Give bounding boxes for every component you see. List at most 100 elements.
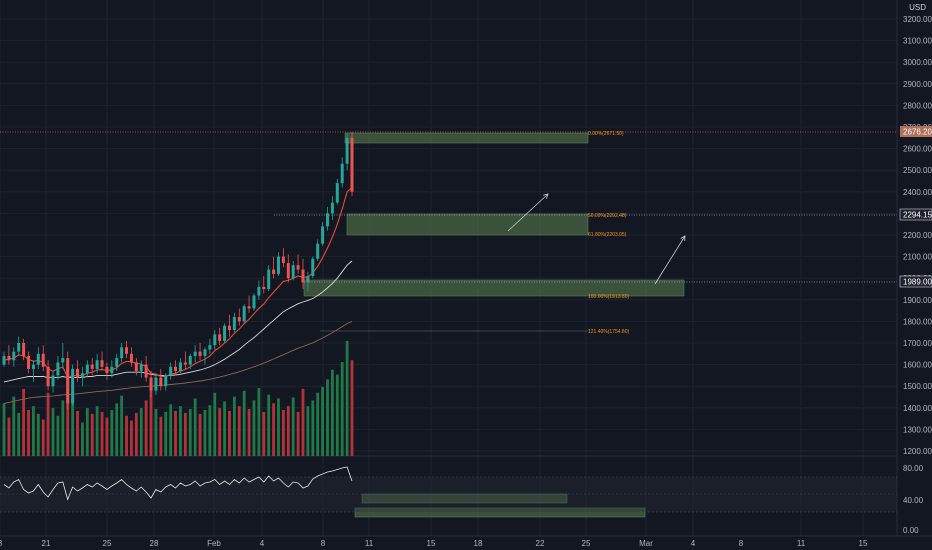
level-1989-label: 1989.00 — [903, 278, 932, 287]
candle-body — [237, 317, 241, 322]
candle-body — [325, 213, 329, 227]
price-tick-label: 3200.00 — [903, 15, 932, 24]
grid — [0, 0, 898, 536]
candle-body — [340, 163, 344, 184]
candle-body — [247, 306, 251, 309]
support-resistance-zones[interactable] — [0, 131, 897, 518]
candle-body — [252, 295, 256, 309]
candle-body — [76, 368, 80, 378]
fibonacci-levels[interactable]: 0.00%(2671.50) 50.00%(2292.48) 61.80%(22… — [588, 131, 629, 335]
rsi-axis: 80.00 40.00 0.00 — [903, 464, 924, 535]
time-axis[interactable]: 8 21 25 28 Feb 4 8 11 15 18 22 25 Mar 4 8 11 15 — [0, 535, 932, 548]
projection-arrow-2 — [654, 235, 686, 285]
time-tick-label: 4 — [691, 539, 696, 548]
candle-body — [105, 366, 109, 374]
projection-arrow-1-head — [543, 193, 549, 199]
candle-body — [31, 364, 35, 369]
candle-body — [100, 360, 104, 367]
volume-bar — [345, 341, 349, 456]
volume-bar — [154, 409, 158, 456]
moving-averages — [3, 187, 353, 404]
candle-body — [188, 355, 192, 365]
candle-body — [257, 286, 261, 296]
candle-body — [164, 375, 168, 387]
time-tick-label: 21 — [42, 539, 51, 548]
volume-bar — [262, 411, 266, 456]
candle-body — [80, 373, 84, 378]
candle-body — [262, 286, 266, 289]
candle-body — [85, 364, 89, 374]
time-tick-label: 8 — [0, 539, 3, 548]
volume-bar — [326, 379, 329, 456]
candle-body — [159, 377, 163, 387]
price-tick-label: 2500.00 — [903, 166, 932, 175]
volume-bar — [46, 392, 50, 456]
volume-bar — [76, 410, 79, 456]
candle-body — [120, 347, 124, 359]
projection-arrow-1 — [507, 193, 549, 232]
volume-bar — [2, 403, 6, 456]
volume-bar — [90, 413, 94, 456]
volume-bar — [232, 396, 236, 456]
time-tick-label: 15 — [859, 539, 868, 548]
time-tick-label: 25 — [103, 539, 112, 548]
candle-body — [169, 366, 173, 376]
volume-bar — [144, 400, 148, 456]
candle-body — [213, 334, 217, 346]
volume-bar — [242, 390, 246, 456]
ma-slow-line — [3, 320, 353, 404]
fib-label-1214: 121.40%(1754.80) — [588, 329, 629, 335]
candle-body — [144, 364, 148, 378]
price-axis[interactable]: 3200.003100.003000.002900.002800.002700.… — [903, 15, 932, 456]
candle-body — [125, 347, 129, 354]
volume-bar — [208, 405, 212, 456]
currency-label: USD — [909, 3, 926, 12]
candle-body — [223, 325, 227, 341]
candle-body — [178, 362, 182, 372]
rsi-band — [0, 477, 897, 512]
price-tag-current: 2676.20 — [900, 126, 932, 137]
time-tick-label: 25 — [582, 539, 591, 548]
volume-bar — [252, 400, 256, 456]
current-price-label: 2676.20 — [903, 128, 932, 137]
volume-bar — [257, 387, 261, 456]
volume-bar — [17, 412, 21, 456]
volume-bar — [179, 406, 182, 456]
candle-body — [41, 353, 45, 367]
candle-body — [2, 355, 6, 365]
price-tick-label: 1700.00 — [903, 339, 932, 348]
price-tick-label: 1300.00 — [903, 425, 932, 434]
candle-body — [311, 258, 315, 277]
volume-bar — [110, 410, 114, 456]
candle-body — [218, 334, 222, 341]
time-tick-label: 4 — [260, 539, 265, 548]
time-tick-label: 11 — [797, 539, 806, 548]
volume-bar — [51, 408, 55, 456]
fib-label-0: 0.00%(2671.50) — [588, 131, 624, 137]
volume-bar — [267, 394, 271, 456]
rsi-pane — [0, 466, 897, 513]
price-tick-label: 2400.00 — [903, 188, 932, 197]
candle-body — [330, 202, 334, 214]
rsi-tick-label: 40.00 — [903, 496, 924, 505]
candle-body — [227, 325, 231, 331]
time-tick-label: 18 — [474, 539, 483, 548]
candle-body — [321, 226, 325, 244]
candle-body — [110, 366, 114, 374]
candle-body — [232, 317, 236, 331]
candle-body — [36, 353, 40, 365]
volume-bars — [2, 341, 354, 456]
volume-bar — [115, 403, 119, 456]
volume-bar — [36, 413, 40, 456]
candle-body — [90, 364, 94, 369]
volume-bar — [311, 400, 315, 456]
candle-body — [27, 355, 31, 369]
volume-bar — [340, 362, 344, 456]
projection-arrows[interactable] — [507, 193, 686, 285]
volume-bar — [149, 384, 153, 456]
price-tick-label: 2200.00 — [903, 231, 932, 240]
volume-bar — [281, 410, 285, 456]
volume-bar — [272, 403, 275, 456]
volume-bar — [193, 398, 197, 456]
